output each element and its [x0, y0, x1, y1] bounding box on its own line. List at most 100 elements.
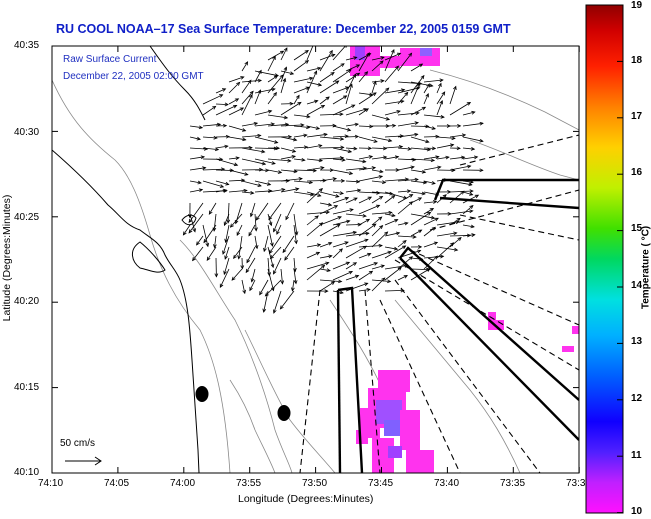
current-vector [345, 72, 361, 83]
current-vector [293, 133, 308, 138]
current-vector [332, 261, 351, 270]
current-vector [371, 60, 384, 72]
current-vector [371, 216, 383, 226]
current-vector [462, 233, 476, 237]
current-vector [358, 196, 373, 204]
current-vector [423, 254, 445, 259]
colorbar-tick: 14 [631, 280, 643, 291]
y-axis-title: Latitude (Degrees:Minutes) [1, 194, 13, 322]
current-vector [332, 69, 352, 83]
current-vector [202, 135, 218, 140]
scale-arrow [65, 456, 102, 466]
x-tick-label: 73:3 [566, 478, 586, 489]
current-vector [319, 279, 343, 284]
current-vector [437, 124, 452, 128]
current-vector [332, 179, 346, 183]
antenna-marker [277, 405, 291, 421]
current-vector [267, 146, 281, 151]
current-vector [282, 235, 295, 254]
current-vector [196, 235, 204, 246]
current-vector [202, 94, 224, 105]
surface-current-vectors [182, 46, 484, 314]
current-vector [293, 191, 315, 197]
current-vector [188, 202, 192, 219]
current-vector [245, 257, 256, 274]
current-vector [215, 88, 227, 94]
current-vector [332, 271, 354, 281]
y-tick-label: 40:15 [14, 382, 40, 393]
current-vector [436, 242, 455, 259]
current-vector [332, 157, 346, 162]
current-vector [306, 99, 319, 105]
current-vector [241, 180, 262, 187]
current-vector [384, 110, 401, 116]
current-vector [293, 86, 310, 94]
current-vector [358, 146, 373, 151]
current-vector [358, 92, 377, 105]
current-vector [280, 136, 298, 142]
current-vector [306, 104, 326, 116]
current-vector [306, 158, 324, 163]
current-vector [384, 52, 402, 61]
x-tick-label: 73:45 [368, 478, 394, 489]
current-vector [319, 123, 337, 128]
current-vector [345, 197, 358, 204]
current-vector [371, 169, 384, 174]
current-vector [358, 288, 371, 292]
current-vector [248, 224, 256, 237]
current-vector [280, 169, 298, 174]
current-vector [345, 158, 367, 164]
current-vector [384, 231, 401, 237]
current-vector [280, 155, 297, 160]
current-vector [280, 147, 297, 153]
current-vector [371, 279, 392, 284]
current-vector [285, 202, 295, 221]
current-vector [267, 91, 277, 105]
current-vector [345, 274, 360, 281]
current-vector [228, 125, 247, 132]
current-vector [306, 187, 323, 204]
colorbar-tick: 15 [631, 223, 643, 234]
current-vector [332, 46, 347, 61]
y-tick-label: 40:35 [14, 40, 40, 51]
current-vector [397, 132, 419, 138]
current-vector [293, 157, 306, 162]
current-vector [293, 94, 300, 105]
current-vector [319, 224, 341, 237]
current-vector [332, 95, 348, 105]
current-vector [246, 246, 256, 264]
current-vector [228, 76, 245, 83]
current-vector [319, 49, 333, 72]
current-vector [410, 245, 423, 249]
current-vector [306, 166, 325, 171]
current-vector [306, 46, 314, 61]
current-vector [423, 114, 445, 119]
current-vector [228, 145, 253, 150]
current-vector [293, 49, 309, 61]
current-vector [384, 264, 409, 270]
current-vector [280, 177, 303, 182]
current-vector [254, 69, 262, 83]
current-vector [345, 146, 358, 151]
current-vector [423, 200, 438, 204]
current-vector [345, 282, 369, 292]
current-vector [189, 166, 207, 171]
current-vector [462, 180, 474, 184]
current-vector [436, 143, 455, 149]
current-vector [241, 147, 266, 154]
current-vector [371, 155, 388, 160]
current-vector [222, 235, 230, 255]
y-tick-label: 40:30 [14, 127, 40, 138]
current-vector [202, 224, 210, 248]
current-vector [332, 169, 354, 175]
current-vector [410, 169, 427, 174]
current-vector [358, 243, 383, 248]
current-vector [423, 134, 440, 139]
current-vector [358, 92, 374, 97]
current-vector [371, 210, 393, 215]
current-vector [423, 83, 430, 94]
current-vector [358, 223, 377, 237]
current-vector [462, 155, 479, 160]
current-vector [436, 82, 442, 94]
